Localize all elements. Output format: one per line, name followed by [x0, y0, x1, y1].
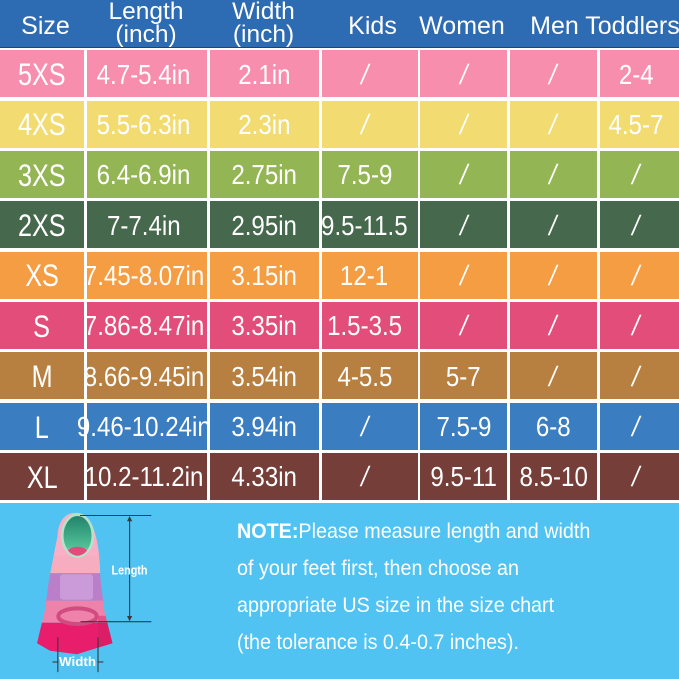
svg-text:Length: Length	[112, 563, 148, 578]
svg-text:Width: Width	[59, 654, 96, 669]
